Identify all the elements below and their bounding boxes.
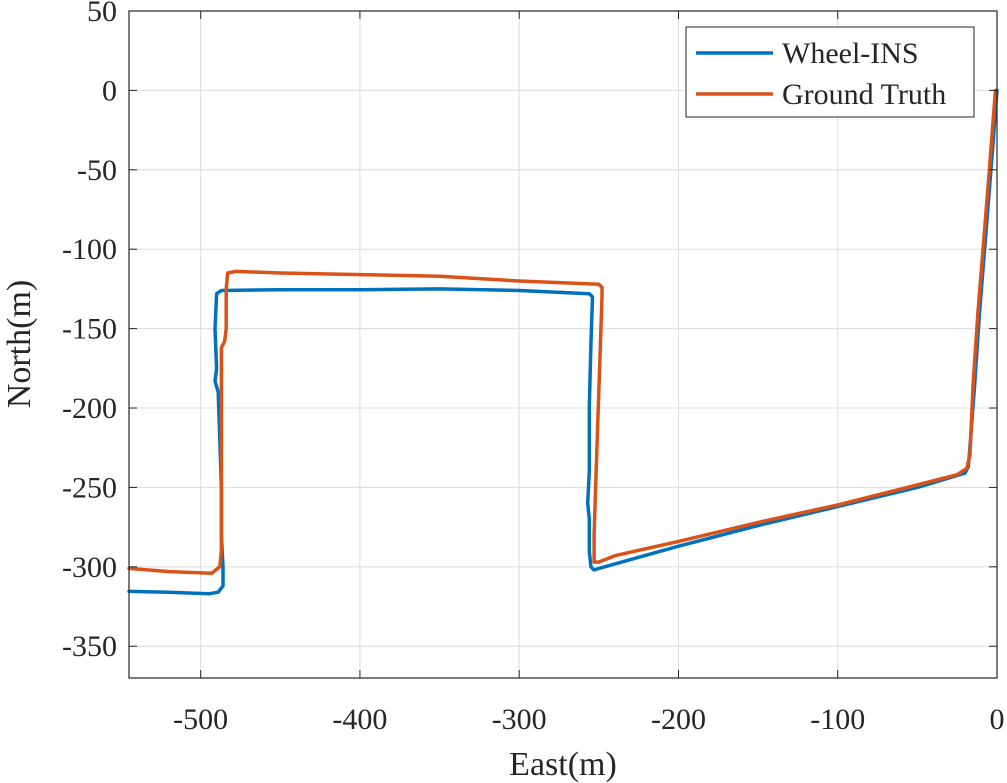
y-axis-label: North(m) bbox=[1, 280, 38, 408]
axes-box bbox=[128, 10, 998, 679]
x-tick-label: -200 bbox=[651, 703, 706, 736]
y-tick-label: -50 bbox=[77, 154, 117, 187]
grid-lines bbox=[129, 10, 998, 678]
x-tick-labels: -500 -400 -300 -200 -100 0 bbox=[173, 703, 1004, 736]
y-tick-labels: 50 0 -50 -100 -150 -200 -250 -300 -350 bbox=[62, 0, 117, 663]
y-tick-label: -350 bbox=[62, 630, 117, 663]
tick-marks bbox=[129, 10, 998, 678]
x-tick-label: 0 bbox=[990, 703, 1005, 736]
x-tick-label: -100 bbox=[810, 703, 865, 736]
y-tick-label: 0 bbox=[102, 74, 117, 107]
x-tick-label: -300 bbox=[492, 703, 547, 736]
y-tick-label: -150 bbox=[62, 313, 117, 346]
series-line-ground-truth bbox=[127, 88, 998, 575]
y-tick-label: -100 bbox=[62, 233, 117, 266]
legend-box bbox=[685, 26, 975, 118]
x-axis-label: East(m) bbox=[509, 746, 617, 783]
series-layer bbox=[127, 88, 999, 596]
y-tick-label: -250 bbox=[62, 471, 117, 504]
x-tick-label: -500 bbox=[173, 703, 228, 736]
legend-label-wheel-ins: Wheel-INS bbox=[782, 37, 919, 70]
x-tick-label: -400 bbox=[332, 703, 387, 736]
y-tick-label: 50 bbox=[87, 0, 117, 28]
y-tick-label: -300 bbox=[62, 551, 117, 584]
y-tick-label: -200 bbox=[62, 392, 117, 425]
legend-label-ground-truth: Ground Truth bbox=[782, 78, 946, 111]
legend: Wheel-INS Ground Truth bbox=[685, 26, 975, 118]
